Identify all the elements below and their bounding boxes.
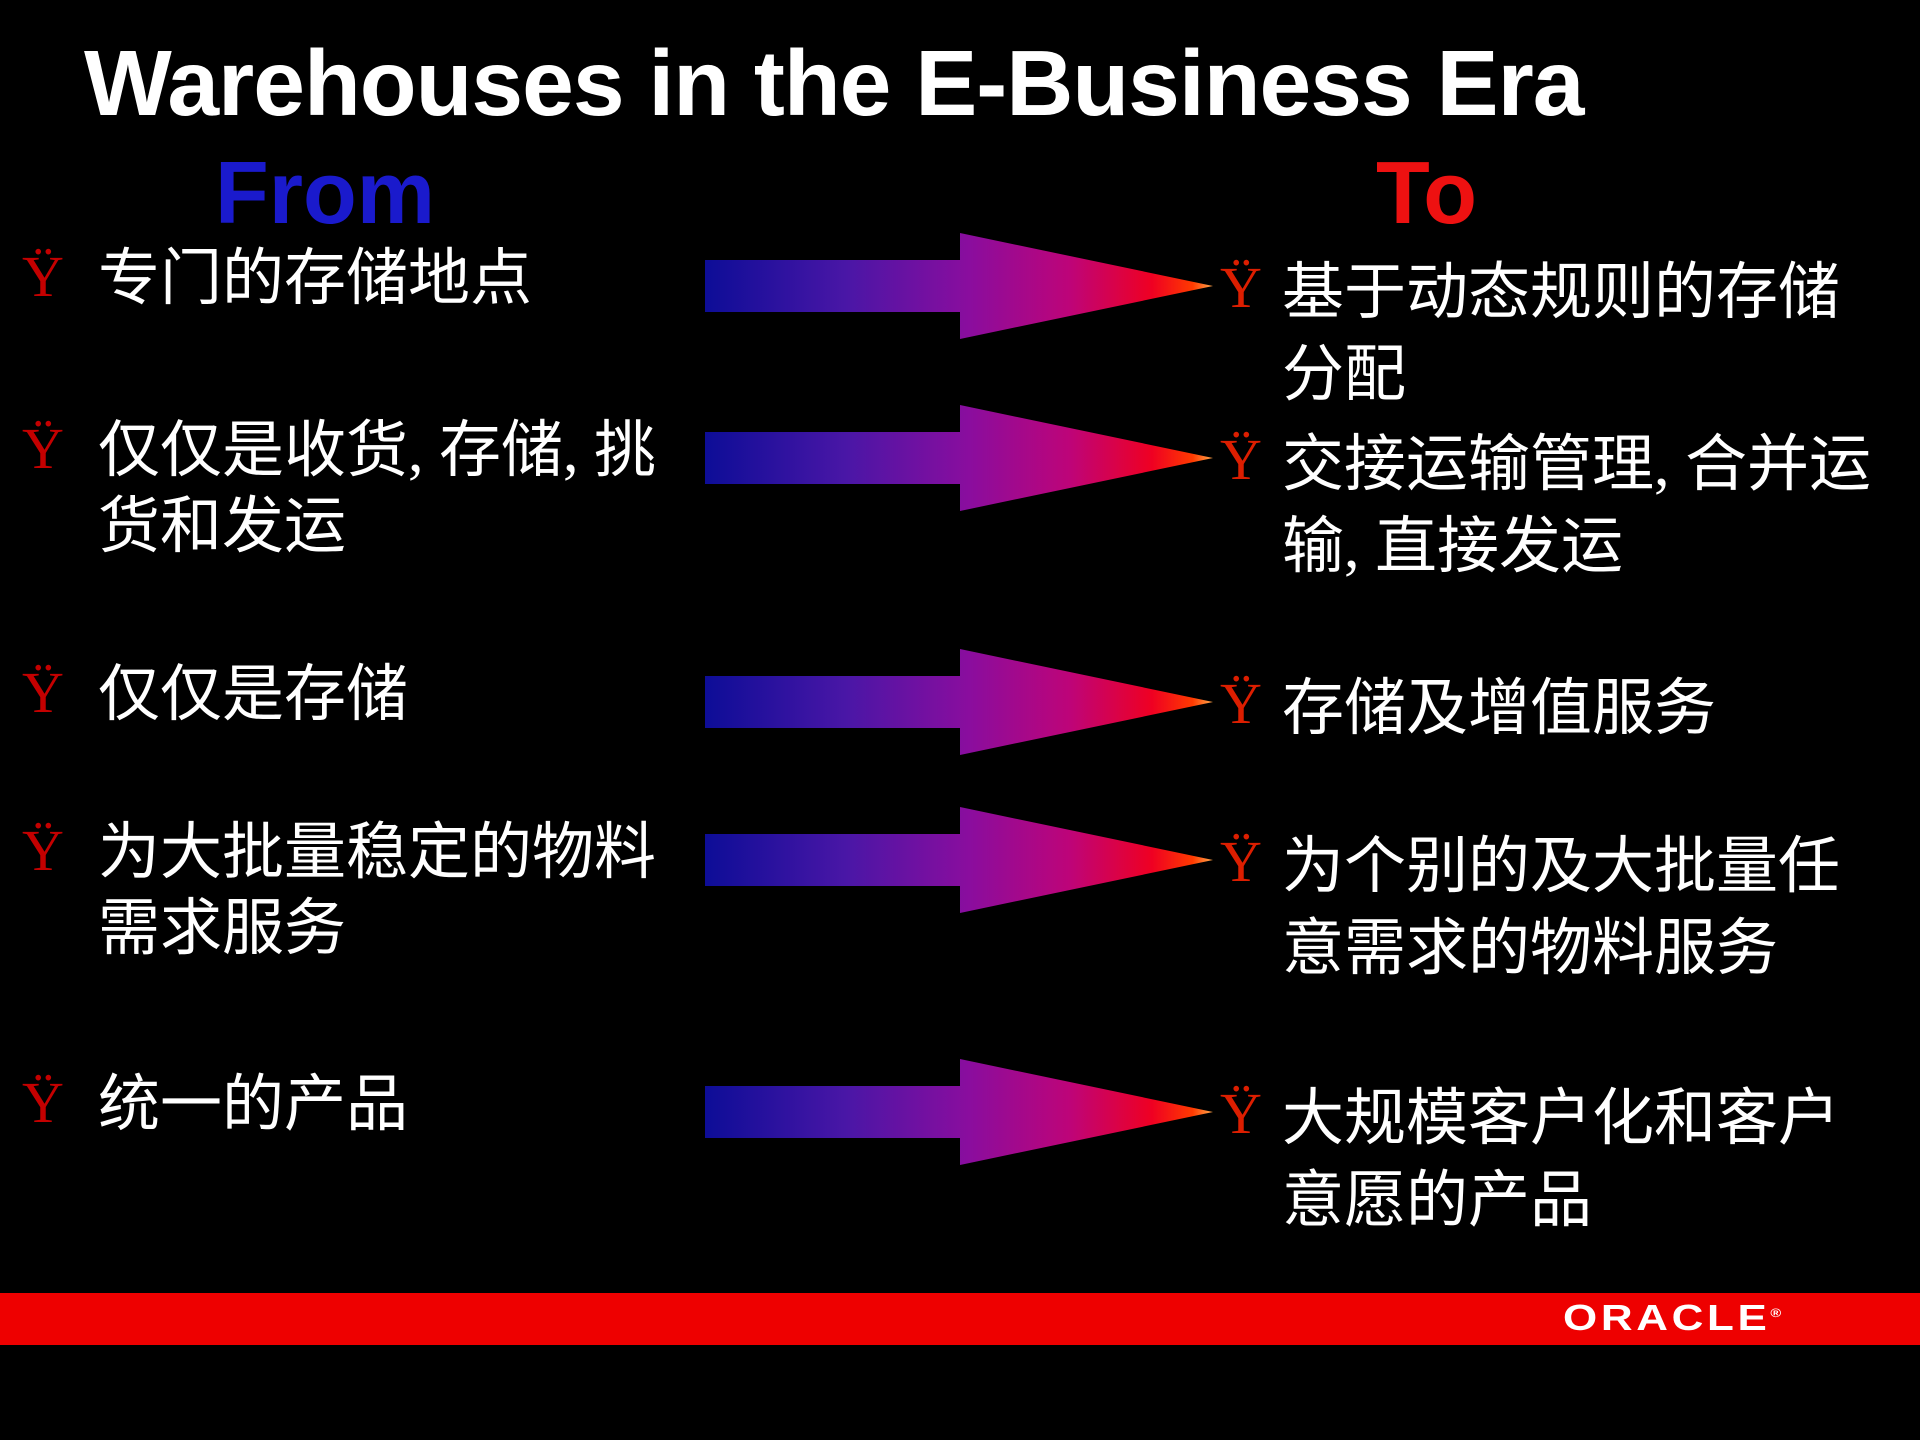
from-item-text: 为大批量稳定的物料 需求服务 — [98, 815, 656, 967]
from-item-line: 仅仅是收货, 存储, 挑 — [98, 417, 657, 485]
to-item-line: 存储及增值服务 — [1282, 675, 1717, 743]
to-item-line: 意需求的物料服务 — [1282, 915, 1779, 983]
transition-arrow-icon — [705, 233, 1213, 339]
slide-title: Warehouses in the E-Business Era — [84, 31, 1585, 135]
transition-arrow-icon — [705, 649, 1213, 755]
from-item-line: 仅仅是存储 — [98, 661, 409, 729]
to-item-text: 基于动态规则的存储 分配 — [1282, 252, 1840, 416]
bullet-icon: Ÿ — [22, 416, 64, 481]
to-item-line: 交接运输管理, 合并运 — [1282, 431, 1872, 499]
to-item-line: 意愿的产品 — [1282, 1167, 1593, 1235]
bullet-icon: Ÿ — [1220, 671, 1262, 736]
from-item-line: 需求服务 — [98, 895, 347, 963]
bullet-icon: Ÿ — [22, 1070, 64, 1135]
bullet-icon: Ÿ — [1220, 427, 1262, 492]
from-item-line: 为大批量稳定的物料 — [98, 819, 657, 887]
transition-arrow-icon — [705, 807, 1213, 913]
to-item-text: 大规模客户化和客户 意愿的产品 — [1282, 1078, 1840, 1242]
from-item-line: 统一的产品 — [98, 1071, 409, 1139]
to-column-header: To — [1376, 143, 1477, 242]
to-item-line: 为个别的及大批量任 — [1282, 833, 1841, 901]
to-item-line: 输, 直接发运 — [1282, 513, 1624, 581]
to-item-line: 大规模客户化和客户 — [1282, 1085, 1841, 1153]
registered-trademark-icon: ® — [1770, 1306, 1782, 1320]
oracle-logo-text: ORACLE — [1563, 1297, 1771, 1338]
from-item-text: 仅仅是存储 — [98, 657, 408, 733]
from-item-line: 专门的存储地点 — [98, 245, 533, 313]
bullet-icon: Ÿ — [1220, 255, 1262, 320]
from-item-text: 仅仅是收货, 存储, 挑 货和发运 — [98, 413, 656, 565]
bullet-icon: Ÿ — [22, 818, 64, 883]
to-item-text: 为个别的及大批量任 意需求的物料服务 — [1282, 826, 1840, 990]
from-item-line: 货和发运 — [98, 493, 347, 561]
bullet-icon: Ÿ — [22, 660, 64, 725]
from-item-text: 统一的产品 — [98, 1067, 408, 1143]
bullet-icon: Ÿ — [22, 244, 64, 309]
bullet-icon: Ÿ — [1220, 829, 1262, 894]
transition-arrow-icon — [705, 405, 1213, 511]
from-column-header: From — [215, 143, 435, 242]
footer-bar: ORACLE® — [0, 1293, 1920, 1345]
oracle-logo: ORACLE® — [1563, 1297, 1781, 1339]
bullet-icon: Ÿ — [1220, 1081, 1262, 1146]
to-item-line: 基于动态规则的存储 — [1282, 259, 1841, 327]
from-item-text: 专门的存储地点 — [98, 241, 532, 317]
transition-arrow-icon — [705, 1059, 1213, 1165]
to-item-line: 分配 — [1282, 341, 1407, 409]
to-item-text: 存储及增值服务 — [1282, 668, 1716, 750]
to-item-text: 交接运输管理, 合并运 输, 直接发运 — [1282, 424, 1871, 588]
